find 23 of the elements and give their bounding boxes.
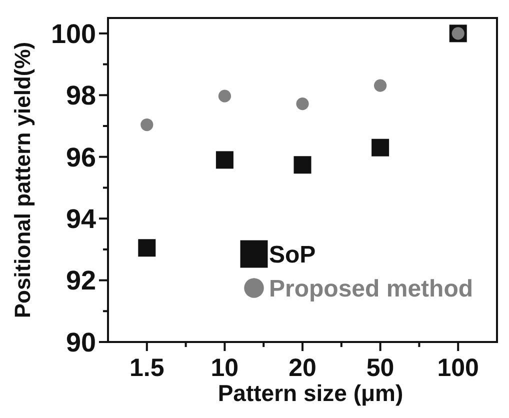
legend-label: SoP <box>269 241 316 268</box>
y-tick-label: 90 <box>66 327 96 358</box>
y-axis-title: Positional pattern yield(%) <box>10 42 35 318</box>
x-tick-label: 100 <box>437 354 479 382</box>
point <box>216 151 234 169</box>
point <box>374 79 387 92</box>
point <box>140 118 154 132</box>
y-tick-label: 94 <box>66 204 96 234</box>
y-tick-label: 100 <box>50 18 96 49</box>
x-tick-label: 1.5 <box>130 354 164 382</box>
legend-label: Proposed method <box>269 275 474 302</box>
x-tick-label: 10 <box>210 354 239 382</box>
y-tick-label: 92 <box>66 266 96 296</box>
point <box>372 138 390 156</box>
point <box>296 97 309 110</box>
point <box>294 156 312 174</box>
point <box>218 90 231 102</box>
x-tick-label: 50 <box>366 354 394 382</box>
y-tick-label: 98 <box>66 80 96 111</box>
x-tick-label: 20 <box>288 354 316 382</box>
y-tick-label: 96 <box>66 142 96 172</box>
x-axis-title: Pattern size (μm) <box>218 380 404 406</box>
point <box>138 239 156 257</box>
